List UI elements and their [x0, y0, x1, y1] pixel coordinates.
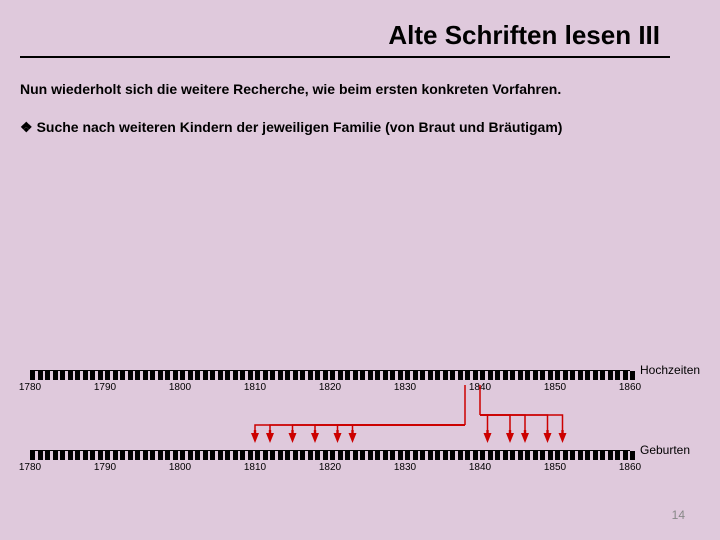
paragraph-1: Nun wiederholt sich die weitere Recherch…	[20, 80, 680, 100]
bullet-1: ❖Suche nach weiteren Kindern der jeweili…	[20, 118, 680, 138]
title-underline	[20, 56, 670, 58]
axis-label-hochzeiten: Hochzeiten	[640, 363, 700, 377]
timeline-hochzeiten: 178017901800181018201830184018501860	[30, 370, 630, 396]
bullet-1-text: Suche nach weiteren Kindern der jeweilig…	[37, 119, 563, 135]
page-title: Alte Schriften lesen III	[388, 20, 660, 51]
body-text: Nun wiederholt sich die weitere Recherch…	[20, 80, 680, 137]
axis-label-geburten: Geburten	[640, 443, 690, 457]
bullet-glyph: ❖	[20, 119, 33, 135]
ruler-top	[30, 370, 630, 382]
timeline-geburten: 178017901800181018201830184018501860	[30, 450, 630, 476]
ruler-bottom	[30, 450, 630, 462]
tick-labels-top: 178017901800181018201830184018501860	[30, 382, 630, 396]
page-number: 14	[672, 508, 685, 522]
tick-labels-bottom: 178017901800181018201830184018501860	[30, 462, 630, 476]
